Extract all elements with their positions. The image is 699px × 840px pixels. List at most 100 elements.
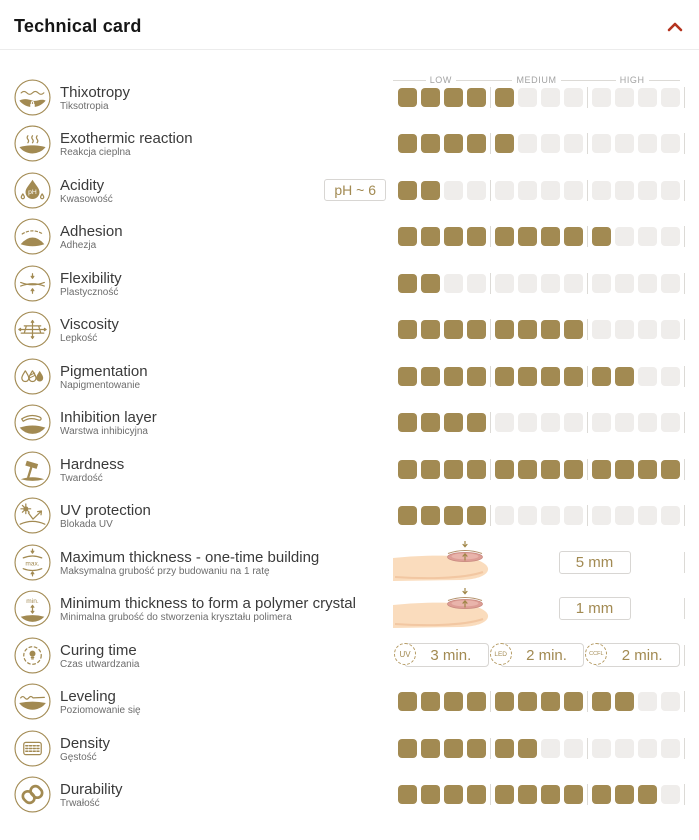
technical-card-header[interactable]: Technical card [0,0,699,50]
bar-divider [490,272,491,294]
rating-square-filled [495,692,514,712]
rating-square-filled [421,692,440,712]
rating-square-filled [615,366,634,386]
property-name-pl: Napigmentowanie [60,379,141,391]
rating-bar [398,412,685,434]
rating-square-filled [495,366,514,386]
rating-square-empty [638,320,657,340]
thickness-value-badge: 5 mm [558,550,631,574]
rating-square-filled [467,227,486,247]
curing-time-value: 2 min. [621,646,663,664]
rating-group [398,738,486,758]
rating-square-filled [541,692,560,712]
bar-divider [684,412,685,434]
property-labels: Exothermic reaction Reakcja cieplna [60,129,393,158]
rating-square-empty [615,738,634,758]
property-icon-cell [14,79,51,116]
hardness-icon [14,451,51,488]
property-name: Acidity [60,176,105,194]
row-durability: Durability Trwałość [14,772,685,819]
property-labels: Viscosity Lepkość [60,315,393,344]
bar-divider [490,691,491,713]
property-icon-cell [14,404,51,441]
row-inhibition-layer: Inhibition layer Warstwa inhibicyjna [14,400,685,447]
row-leveling: Leveling Poziomowanie się [14,679,685,726]
row-minimum-thickness-to-form-a-polymer-crystal: min. Minimum thickness to form a polymer… [14,586,685,633]
bar-divider [684,644,686,666]
rating-square-empty [564,413,583,433]
rating-group [398,87,486,107]
property-icon-cell [14,637,51,674]
property-icon-cell [14,451,51,488]
rating-square-empty [564,87,583,107]
bar-divider [587,505,588,527]
rating-square-filled [421,506,440,526]
property-value-cell [393,725,685,772]
property-icon-cell: pH [14,172,51,209]
property-name: Durability [60,781,123,799]
bar-divider [587,365,588,387]
rating-group [398,273,486,293]
rating-square-empty [638,273,657,293]
property-labels: Curing time Czas utwardzania [60,641,393,670]
rating-group [495,320,583,340]
rating-square-filled [518,227,537,247]
rating-square-filled [421,413,440,433]
rating-square-filled [398,273,417,293]
rating-square-filled [495,227,514,247]
curing-time-value: 2 min. [526,646,567,664]
rating-square-filled [398,413,417,433]
bar-divider [587,784,588,806]
rating-group [495,180,583,200]
rating-group [592,785,680,805]
rating-group [398,180,486,200]
bar-divider [490,737,491,759]
row-thixotropy: Thixotropy Tiksotropia LOW MEDIUM HIGH [14,74,685,121]
rating-bar [398,133,685,155]
rating-square-filled [421,87,440,107]
rating-square-empty [467,180,486,200]
rating-square-empty [592,134,611,154]
led-lamp-icon: LED [489,643,512,666]
rating-square-empty [444,273,463,293]
property-labels: Durability Trwałość [60,780,393,809]
property-labels: Flexibility Plastyczność [60,269,393,298]
rating-bar [398,784,685,806]
rating-square-empty [661,738,680,758]
viscosity-icon [14,311,51,348]
rating-square-empty [638,227,657,247]
rating-group [592,459,680,479]
property-icon-cell [14,730,51,767]
rating-square-filled [518,785,537,805]
property-value-cell: LOW MEDIUM HIGH [393,74,685,121]
rating-group [592,273,680,293]
rating-square-filled [467,459,486,479]
property-labels: Minimum thickness to form a polymer crys… [60,594,393,623]
rating-square-empty [638,366,657,386]
collapse-chevron-up-icon[interactable] [667,22,683,32]
rating-square-filled [661,459,680,479]
curing-badge-led: LED 2 min. [489,643,585,668]
rating-square-filled [421,180,440,200]
rating-square-empty [564,134,583,154]
fingertip-nail-illustration [393,587,489,628]
rating-square-filled [495,134,514,154]
rating-square-filled [518,320,537,340]
property-name: Flexibility [60,269,122,287]
curing-badge-ccfl: CCFL 2 min. [585,643,681,668]
rating-square-filled [495,320,514,340]
property-name-pl: Minimalna grubość do stworzenia kryształ… [60,612,292,624]
adhesion-icon [14,218,51,255]
bar-divider [490,133,491,155]
rating-group [495,413,583,433]
property-labels: Acidity Kwasowość [60,176,393,205]
rating-square-filled [541,366,560,386]
rating-square-empty [495,180,514,200]
bar-divider [684,784,685,806]
curing-times: UV 3 min. LED 2 min. CCFL 2 min. [393,643,686,668]
curing-time-value: 3 min. [430,646,472,664]
rating-square-filled [518,692,537,712]
rating-square-filled [398,87,417,107]
rating-square-filled [467,366,486,386]
rating-square-filled [518,366,537,386]
